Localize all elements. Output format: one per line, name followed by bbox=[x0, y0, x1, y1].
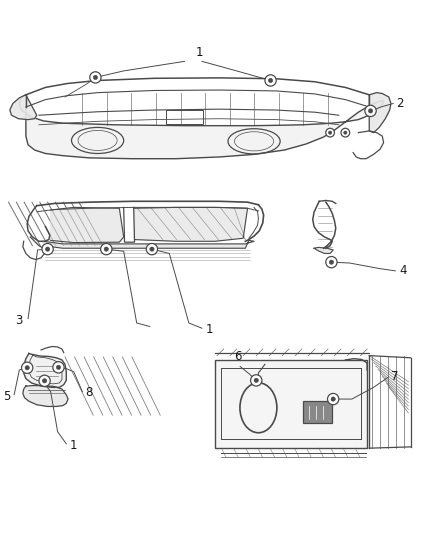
FancyBboxPatch shape bbox=[303, 401, 332, 423]
Text: 6: 6 bbox=[234, 350, 241, 363]
Circle shape bbox=[46, 247, 50, 251]
Circle shape bbox=[251, 375, 262, 386]
Circle shape bbox=[268, 78, 273, 83]
Circle shape bbox=[57, 365, 60, 369]
Circle shape bbox=[42, 244, 53, 255]
Text: 7: 7 bbox=[392, 369, 399, 383]
Circle shape bbox=[101, 244, 112, 255]
Circle shape bbox=[329, 260, 334, 264]
Polygon shape bbox=[314, 247, 333, 254]
Polygon shape bbox=[51, 207, 124, 243]
Text: 4: 4 bbox=[399, 264, 407, 277]
Circle shape bbox=[90, 72, 101, 83]
Text: 1: 1 bbox=[69, 439, 77, 452]
Text: 2: 2 bbox=[397, 97, 404, 110]
Circle shape bbox=[25, 366, 29, 370]
Circle shape bbox=[150, 247, 154, 251]
Circle shape bbox=[53, 362, 64, 373]
Circle shape bbox=[368, 109, 373, 113]
Circle shape bbox=[365, 105, 376, 117]
Polygon shape bbox=[369, 93, 391, 133]
Polygon shape bbox=[10, 95, 37, 119]
Circle shape bbox=[341, 128, 350, 137]
Circle shape bbox=[146, 244, 158, 255]
Circle shape bbox=[328, 131, 332, 134]
Circle shape bbox=[326, 256, 337, 268]
Polygon shape bbox=[23, 385, 68, 407]
Circle shape bbox=[265, 75, 276, 86]
Circle shape bbox=[42, 378, 47, 383]
Circle shape bbox=[331, 397, 336, 401]
Polygon shape bbox=[24, 353, 66, 387]
Circle shape bbox=[328, 393, 339, 405]
Polygon shape bbox=[134, 207, 247, 241]
Circle shape bbox=[39, 375, 50, 386]
FancyBboxPatch shape bbox=[215, 360, 367, 448]
Text: 5: 5 bbox=[4, 390, 11, 403]
Circle shape bbox=[93, 75, 98, 79]
Circle shape bbox=[344, 131, 347, 134]
Circle shape bbox=[104, 247, 109, 251]
Text: 3: 3 bbox=[15, 314, 23, 327]
Polygon shape bbox=[43, 240, 254, 248]
Circle shape bbox=[326, 128, 335, 137]
Text: 1: 1 bbox=[196, 46, 204, 59]
Circle shape bbox=[254, 378, 258, 383]
Circle shape bbox=[21, 362, 33, 374]
Text: 8: 8 bbox=[85, 386, 93, 399]
Text: 1: 1 bbox=[205, 323, 213, 336]
Polygon shape bbox=[19, 95, 384, 159]
